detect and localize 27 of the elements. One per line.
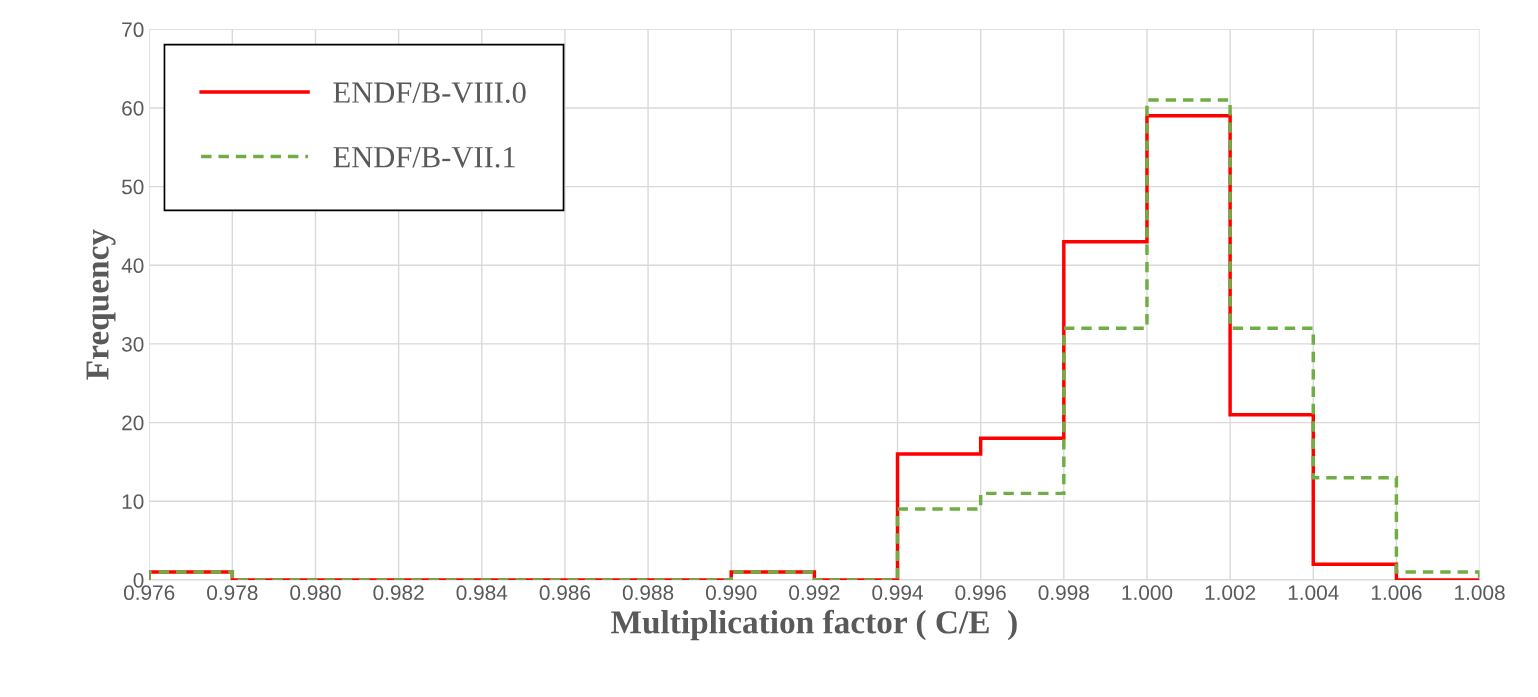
y-tick-label: 60 [122,100,144,116]
x-tick-label: 1.002 [1205,585,1256,601]
x-axis-title: Multiplication factor ( C/E ) [611,609,1017,641]
x-tick-label: 0.988 [622,585,674,601]
legend-label: ENDF/B-VII.1 [333,147,515,168]
y-tick-label: 50 [121,179,144,195]
x-tick-label: 1.008 [1455,585,1505,601]
x-tick-label: 0.990 [705,585,757,601]
x-tick-label: 0.998 [1038,585,1089,601]
x-tick-label: 0.984 [456,585,508,601]
x-tick-label: 1.000 [1122,585,1173,601]
x-tick-label: 0.996 [955,585,1006,601]
x-tick-label: 0.992 [789,585,840,601]
y-axis-title: Frequency [86,229,116,380]
y-tick-label: 10 [122,494,144,509]
y-tick-label: 70 [122,22,144,38]
y-tick-label: 40 [121,258,144,274]
x-tick-label: 1.004 [1288,585,1339,601]
x-tick-label: 0.986 [539,585,591,601]
x-tick-label: 0.980 [290,585,341,601]
y-tick-label: 20 [122,415,144,431]
x-tick-label: 1.006 [1371,585,1422,601]
legend-label: ENDF/B-VIII.0 [333,82,526,104]
x-tick-label: 0.978 [207,585,258,601]
x-tick-label: 0.994 [872,585,923,601]
x-tick-label: 0.982 [373,585,424,601]
y-tick-label: 30 [121,336,144,352]
